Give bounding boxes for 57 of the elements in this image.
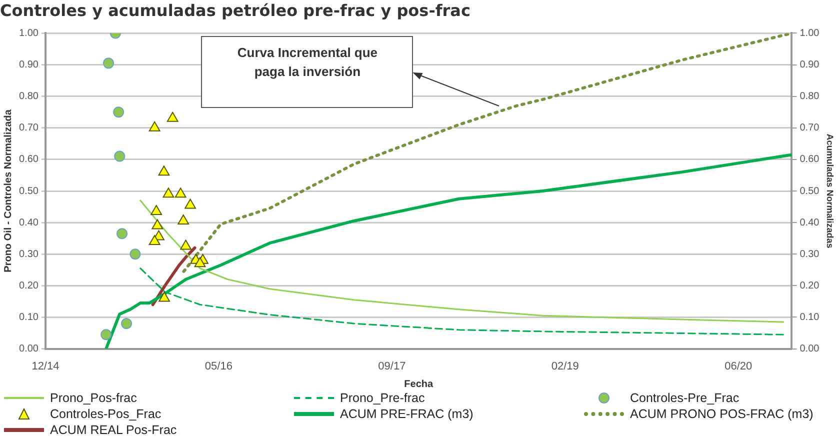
y2-axis-title: Acumuladas Normalizadas	[825, 134, 836, 248]
y2-tick-label: 0.70	[800, 122, 820, 134]
point	[184, 198, 196, 209]
legend-label: ACUM PRE-FRAC (m3)	[340, 407, 474, 421]
y2-tick-label: 0.50	[800, 186, 820, 197]
y2-tick-label: 1.00	[800, 28, 820, 39]
point	[162, 188, 174, 198]
y-tick-label: 0.90	[18, 60, 39, 71]
point	[166, 112, 178, 122]
point	[158, 166, 170, 176]
point	[113, 106, 124, 118]
x-tick-label: 09/17	[378, 360, 406, 372]
point	[174, 188, 186, 198]
legend-label: Controles-Pre_Frac	[630, 391, 740, 405]
x-tick-label: 05/16	[204, 360, 232, 372]
x-tick-label: 12/14	[32, 360, 60, 372]
y-tick-label: 0.80	[18, 91, 39, 102]
y-tick-label: 0.00	[18, 344, 39, 355]
note-box: Curva Incremental que paga la inversión	[201, 36, 414, 108]
y-tick-label: 0.60	[18, 154, 39, 166]
y-axis-title: Prono Oil - Controles Normalizada	[2, 109, 14, 272]
x-axis-title: Fecha	[404, 378, 434, 390]
y2-tick-label: 0.10	[800, 312, 820, 323]
point	[114, 150, 126, 162]
y-tick-label: 0.10	[18, 312, 39, 323]
y-tick-label: 0.20	[18, 280, 39, 292]
legend-label: Prono_Pre-frac	[340, 391, 425, 405]
y2-tick-label: 0.30	[800, 248, 820, 260]
legend-label: Prono_Pos-frac	[50, 391, 137, 405]
y2-tick-label: 0.80	[800, 91, 820, 102]
y-tick-label: 0.50	[18, 186, 39, 197]
y2-tick-label: 0.20	[800, 280, 820, 292]
x-tick-label: 02/19	[551, 360, 579, 372]
y-tick-label: 1.00	[18, 28, 39, 39]
chart-title: Controles y acumuladas petróleo pre-frac y pos-frac	[0, 0, 470, 20]
y2-tick-label: 0.90	[800, 60, 820, 71]
x-tick-label: 06/20	[724, 360, 752, 372]
point	[194, 257, 206, 268]
y-tick-label: 0.30	[18, 248, 39, 260]
legend-label: ACUM PRONO POS-FRAC (m3)	[630, 407, 814, 421]
y2-tick-label: 0.40	[800, 217, 820, 228]
point	[148, 121, 160, 132]
point	[158, 292, 170, 302]
y2-tick-label: 0.00	[800, 344, 820, 355]
point	[178, 214, 190, 224]
point	[180, 240, 192, 250]
y-tick-label: 0.40	[18, 217, 39, 228]
legend-label: ACUM REAL Pos-Frac	[50, 423, 177, 437]
point	[150, 205, 162, 216]
y2-tick-label: 0.60	[800, 154, 820, 166]
line-series	[182, 33, 792, 273]
legend-label: Controles-Pos_Frac	[50, 407, 162, 421]
point	[152, 219, 164, 230]
y-tick-label: 0.70	[18, 122, 39, 134]
line-series	[140, 268, 784, 336]
point	[103, 58, 114, 69]
point	[148, 234, 160, 245]
